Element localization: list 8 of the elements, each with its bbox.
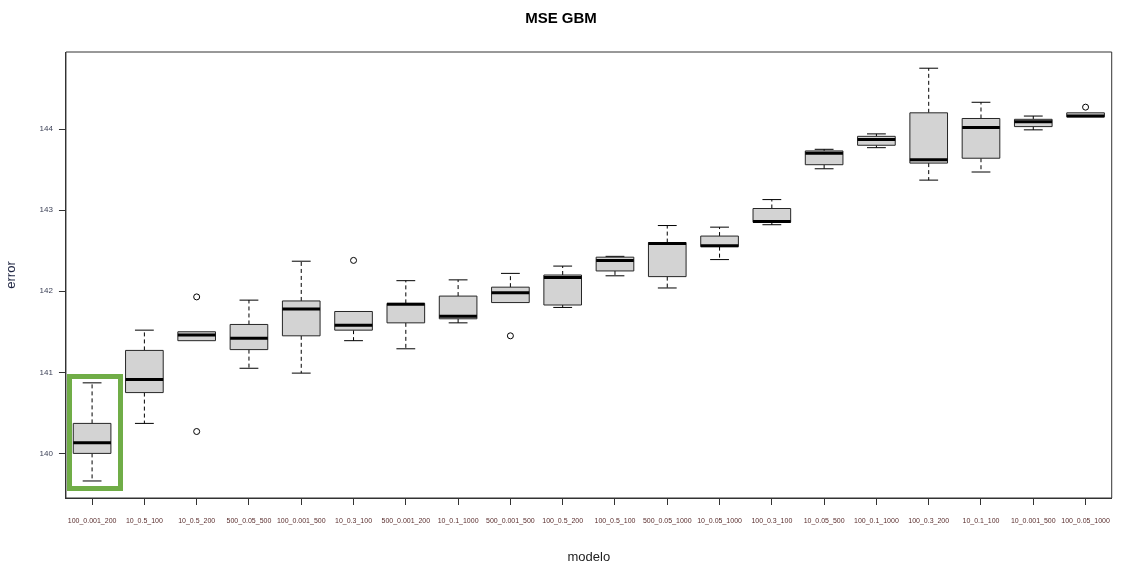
x-axis-title: modelo	[567, 548, 611, 564]
y-tick-label: 144	[39, 124, 54, 134]
chart-title: MSE GBM	[525, 9, 597, 27]
y-tick-label: 143	[39, 205, 54, 215]
y-axis-title: error	[3, 260, 19, 289]
y-tick-label: 140	[39, 448, 54, 458]
y-tick-label: 141	[39, 367, 54, 377]
y-tick-label: 142	[39, 286, 54, 296]
